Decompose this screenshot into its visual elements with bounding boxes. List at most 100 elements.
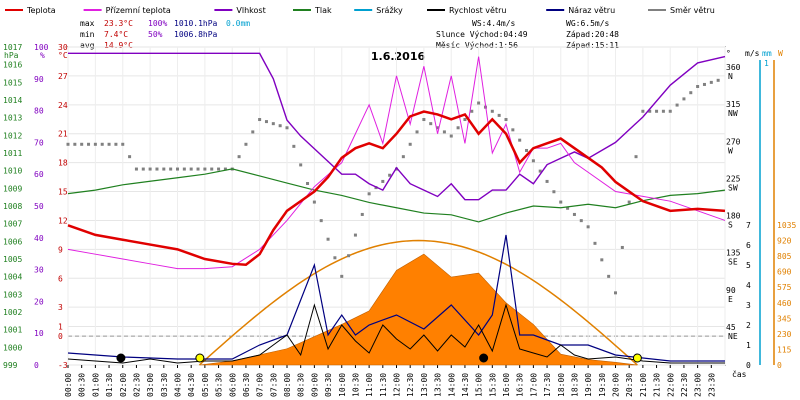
temp-tick: -3 — [58, 361, 68, 370]
x-tick-label: 05:00 — [201, 373, 210, 397]
x-tick-label: 07:30 — [269, 373, 278, 397]
wind-direction-dot — [401, 155, 405, 159]
wind-direction-dot — [278, 124, 282, 128]
wind-tick: 2 — [746, 321, 751, 330]
temp-tick: 0 — [58, 332, 63, 341]
wind-direction-dot — [579, 219, 583, 223]
x-tick-label: 09:30 — [324, 373, 333, 397]
wind-direction-dot — [668, 109, 672, 113]
x-tick-label: 15:30 — [488, 373, 497, 397]
temp-tick: 15 — [58, 188, 68, 197]
stat-max-label: max — [80, 19, 95, 28]
wind-direction-dot — [442, 130, 446, 134]
wind-direction-dot — [381, 179, 385, 183]
stat-max-rain: 0.0mm — [226, 19, 250, 28]
series-wind-speed — [67, 303, 725, 364]
stat-wg: WG:6.5m/s — [566, 19, 610, 28]
wind-direction-dot — [367, 192, 371, 196]
press-tick: 1001 — [3, 326, 22, 335]
temp-tick: 1 — [58, 322, 63, 331]
wind-direction-dot — [525, 148, 529, 152]
wind-direction-dot — [470, 109, 474, 113]
x-tick-label: 06:00 — [228, 373, 237, 397]
legend-label-4: Srážky — [376, 6, 403, 15]
wind-direction-dot — [388, 173, 392, 177]
wind-direction-dot — [463, 118, 467, 122]
wind-direction-dot — [477, 101, 481, 105]
wind-direction-dot — [497, 113, 501, 117]
wind-direction-dot — [661, 109, 665, 113]
chart-title: 1.6.2016 — [371, 50, 426, 63]
solar-tick: 805 — [777, 252, 792, 261]
wind-direction-dot — [251, 130, 255, 134]
press-tick: 1000 — [3, 343, 22, 352]
wind-direction-dot — [299, 163, 303, 167]
x-tick-label: 08:30 — [297, 373, 306, 397]
wind-direction-dot — [627, 200, 631, 204]
hum-tick: 0 — [34, 361, 39, 370]
press-tick: 1009 — [3, 184, 22, 193]
hum-axis-label: % — [40, 51, 45, 60]
x-tick-label: 14:00 — [447, 373, 456, 397]
dir-tick-deg: 45 — [726, 323, 736, 332]
temp-tick: 6 — [58, 274, 63, 283]
solar-radiation-area — [199, 253, 638, 366]
solar-axis-label: W — [778, 49, 783, 58]
wind-direction-dot — [716, 78, 720, 82]
x-tick-label: 20:30 — [625, 373, 634, 397]
wind-direction-dot — [702, 82, 706, 86]
sunrise-marker — [195, 353, 205, 363]
wind-direction-dot — [415, 130, 419, 134]
wind-direction-dot — [614, 291, 617, 295]
dir-tick-deg: 270 — [726, 137, 741, 146]
press-tick: 1015 — [3, 78, 22, 87]
legend-label-2: Vlhkost — [236, 6, 265, 15]
wind-direction-dot — [607, 274, 611, 278]
x-tick-label: 01:30 — [105, 373, 114, 397]
legend-label-0: Teplota — [26, 6, 56, 15]
wind-direction-dot — [545, 179, 549, 183]
press-tick: 1012 — [3, 131, 22, 140]
x-tick-label: 23:30 — [707, 373, 716, 397]
x-tick-label: 10:30 — [351, 373, 360, 397]
wind-direction-dot — [709, 80, 713, 84]
wind-direction-dot — [504, 118, 508, 122]
wind-tick: 6 — [746, 241, 751, 250]
x-tick-label: 02:30 — [132, 373, 141, 397]
wind-direction-dot — [340, 274, 344, 278]
x-tick-label: 19:30 — [598, 373, 607, 397]
solar-tick: 690 — [777, 268, 792, 277]
x-tick-label: 21:30 — [653, 373, 662, 397]
x-tick-label: 03:00 — [146, 373, 155, 397]
stat-max-hum: 100% — [148, 19, 167, 28]
wind-axis-label: m/s — [745, 49, 760, 58]
legend-label-7: Směr větru — [670, 6, 715, 15]
temp-tick: 27 — [58, 72, 68, 81]
dir-tick-name: SW — [728, 183, 738, 192]
wind-direction-dot — [217, 167, 221, 171]
press-tick: 1010 — [3, 167, 22, 176]
wind-direction-dot — [100, 142, 104, 146]
wind-direction-dot — [326, 237, 330, 241]
stat-min-label: min — [80, 30, 95, 39]
wind-direction-dot — [449, 134, 453, 138]
x-tick-label: 07:00 — [256, 373, 265, 397]
x-axis-label: čas — [732, 369, 747, 379]
wind-direction-dot — [648, 109, 652, 113]
wind-direction-dot — [566, 206, 570, 210]
legend-label-6: Náraz větru — [568, 6, 615, 15]
stat-sunset: Západ:20:48 — [566, 30, 619, 39]
dir-tick-deg: 135 — [726, 249, 741, 258]
dir-tick-deg: 225 — [726, 174, 741, 183]
dir-tick-name: NE — [728, 332, 738, 341]
wind-direction-dot — [696, 85, 700, 89]
dir-tick-name: SE — [728, 258, 738, 267]
series-wind-gust — [67, 234, 725, 362]
hum-tick: 20 — [34, 297, 44, 306]
press-tick: 1002 — [3, 308, 22, 317]
stat-min-hum: 50% — [148, 30, 163, 39]
series-pressure — [67, 168, 726, 223]
wind-direction-dot — [655, 109, 659, 113]
wind-direction-dot — [408, 142, 412, 146]
